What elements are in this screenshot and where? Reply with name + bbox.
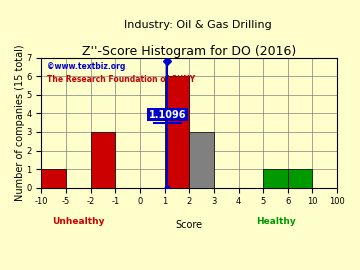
- Bar: [41, 169, 66, 188]
- Bar: [91, 132, 116, 188]
- Title: Z''-Score Histogram for DO (2016): Z''-Score Histogram for DO (2016): [82, 45, 296, 58]
- Text: Industry: Oil & Gas Drilling: Industry: Oil & Gas Drilling: [124, 20, 272, 30]
- Bar: [189, 132, 214, 188]
- Y-axis label: Number of companies (15 total): Number of companies (15 total): [15, 44, 25, 201]
- Bar: [288, 169, 312, 188]
- Text: 1.1096: 1.1096: [149, 110, 186, 120]
- Bar: [165, 76, 189, 188]
- Text: Healthy: Healthy: [256, 217, 296, 226]
- Bar: [263, 169, 288, 188]
- X-axis label: Score: Score: [176, 220, 203, 230]
- Text: Unhealthy: Unhealthy: [52, 217, 105, 226]
- Text: The Research Foundation of SUNY: The Research Foundation of SUNY: [48, 75, 195, 84]
- Text: ©www.textbiz.org: ©www.textbiz.org: [48, 62, 126, 70]
